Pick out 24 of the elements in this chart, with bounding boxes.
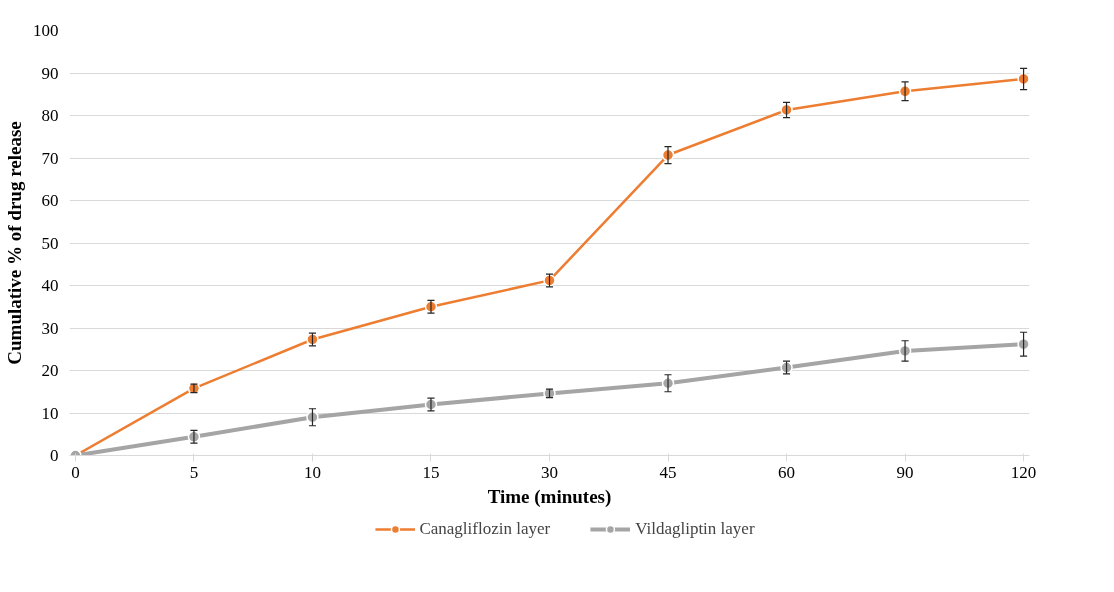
- x-tick-label: 60: [778, 462, 796, 482]
- y-tick-label: 50: [41, 233, 59, 253]
- legend-label: Canagliflozin layer: [419, 519, 551, 539]
- x-tick-label: 90: [896, 462, 914, 482]
- x-tick-label: 10: [303, 462, 321, 482]
- legend-label: Vildagliptin layer: [635, 519, 755, 539]
- y-tick-label: 40: [41, 276, 59, 295]
- y-tick-label: 30: [41, 318, 59, 338]
- y-tick-label: 70: [41, 148, 59, 168]
- x-axis-title: Time (minutes): [487, 485, 612, 508]
- y-tick-label: 60: [41, 191, 59, 210]
- x-tick-label: 0: [71, 462, 80, 482]
- x-tick-label: 45: [659, 462, 677, 482]
- y-axis-title: Cumulative % of drug release: [4, 121, 25, 365]
- y-tick-label: 20: [41, 361, 59, 380]
- y-tick-label: 90: [41, 63, 59, 83]
- y-tick-label: 0: [50, 446, 59, 465]
- x-tick-label: 120: [1010, 462, 1037, 482]
- y-tick-label: 10: [41, 403, 59, 423]
- x-tick-label: 5: [189, 462, 199, 482]
- y-tick-label: 100: [33, 21, 59, 40]
- x-tick-label: 15: [422, 462, 440, 482]
- y-tick-label: 80: [41, 106, 59, 125]
- x-tick-label: 30: [541, 462, 558, 482]
